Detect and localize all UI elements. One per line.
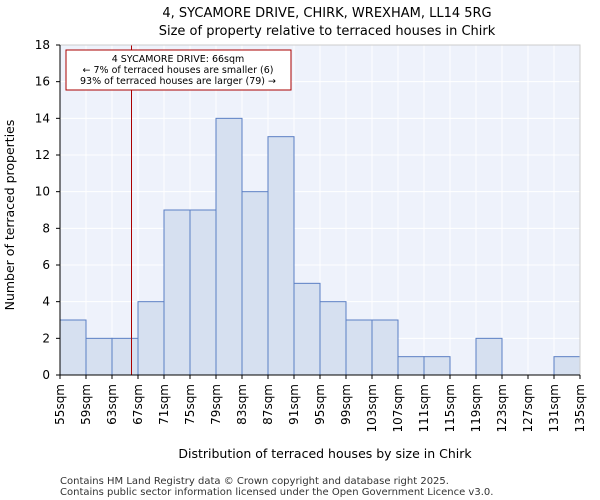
x-tick-label: 127sqm <box>521 384 535 432</box>
x-axis-label: Distribution of terraced houses by size … <box>178 446 472 461</box>
histogram-bar <box>293 282 321 376</box>
y-tick-label: 2 <box>42 331 50 345</box>
x-tick-label: 63sqm <box>105 384 119 425</box>
y-axis-label: Number of terraced properties <box>2 120 17 311</box>
y-tick-label: 8 <box>42 221 50 235</box>
histogram-bar <box>475 337 503 376</box>
histogram-bar <box>423 356 451 376</box>
bars <box>59 117 581 376</box>
histogram-bar <box>319 301 347 376</box>
x-tick-label: 131sqm <box>547 384 561 432</box>
x-tick-label: 115sqm <box>443 384 457 432</box>
x-tick-label: 95sqm <box>313 384 327 425</box>
histogram-bar <box>345 319 373 376</box>
x-tick-label: 123sqm <box>495 384 509 432</box>
x-tick-label: 111sqm <box>417 384 431 432</box>
x-tick-label: 59sqm <box>79 384 93 425</box>
axes: 0 2 4 6 8 10 12 14 16 18 55sqm 59sqm 63sqm 67sqm 71sqm… <box>35 38 587 432</box>
x-tick-label: 55sqm <box>53 384 67 425</box>
x-tick-label: 67sqm <box>131 384 145 425</box>
x-tick-label: 83sqm <box>235 384 249 425</box>
histogram-bar <box>59 319 87 376</box>
x-tick-label: 135sqm <box>573 384 587 432</box>
x-tick-label: 79sqm <box>209 384 223 425</box>
y-tick-label: 12 <box>35 148 50 162</box>
y-tick-label: 18 <box>35 38 50 52</box>
chart-title-line2: Size of property relative to terraced ho… <box>159 24 496 39</box>
x-tick-label: 75sqm <box>183 384 197 425</box>
histogram-bar <box>85 337 113 376</box>
histogram-bar <box>267 136 295 376</box>
y-tick-label: 16 <box>35 75 50 89</box>
histogram-bar <box>137 301 165 376</box>
histogram-bar <box>397 356 425 376</box>
annotation-line1: 4 SYCAMORE DRIVE: 66sqm <box>112 54 245 65</box>
annotation-box <box>65 49 292 91</box>
x-tick-label: 71sqm <box>157 384 171 425</box>
y-tick-label: 6 <box>42 258 50 272</box>
x-tick-label: 99sqm <box>339 384 353 425</box>
histogram-bar <box>111 337 139 376</box>
histogram-bar <box>371 319 399 376</box>
histogram-bar <box>215 117 243 376</box>
annotation-line3: 93% of terraced houses are larger (79) → <box>80 76 276 87</box>
x-tick-label: 91sqm <box>287 384 301 425</box>
histogram-bar <box>189 209 217 376</box>
x-tick-label: 107sqm <box>391 384 405 432</box>
histogram-bar <box>241 191 269 376</box>
annotation-line2: ← 7% of terraced houses are smaller (6) <box>83 65 274 76</box>
y-tick-label: 10 <box>35 185 50 199</box>
footer-line2: Contains public sector information licen… <box>60 487 493 498</box>
x-tick-label: 87sqm <box>261 384 275 425</box>
histogram-bar <box>163 209 191 376</box>
chart-title-line1: 4, SYCAMORE DRIVE, CHIRK, WREXHAM, LL14 … <box>162 6 491 21</box>
y-tick-label: 0 <box>42 368 50 382</box>
x-tick-label: 103sqm <box>365 384 379 432</box>
x-tick-label: 119sqm <box>469 384 483 432</box>
histogram-bar <box>553 356 581 376</box>
y-tick-label: 14 <box>35 111 50 125</box>
footer-line1: Contains HM Land Registry data © Crown c… <box>60 476 449 487</box>
y-tick-label: 4 <box>42 295 50 309</box>
